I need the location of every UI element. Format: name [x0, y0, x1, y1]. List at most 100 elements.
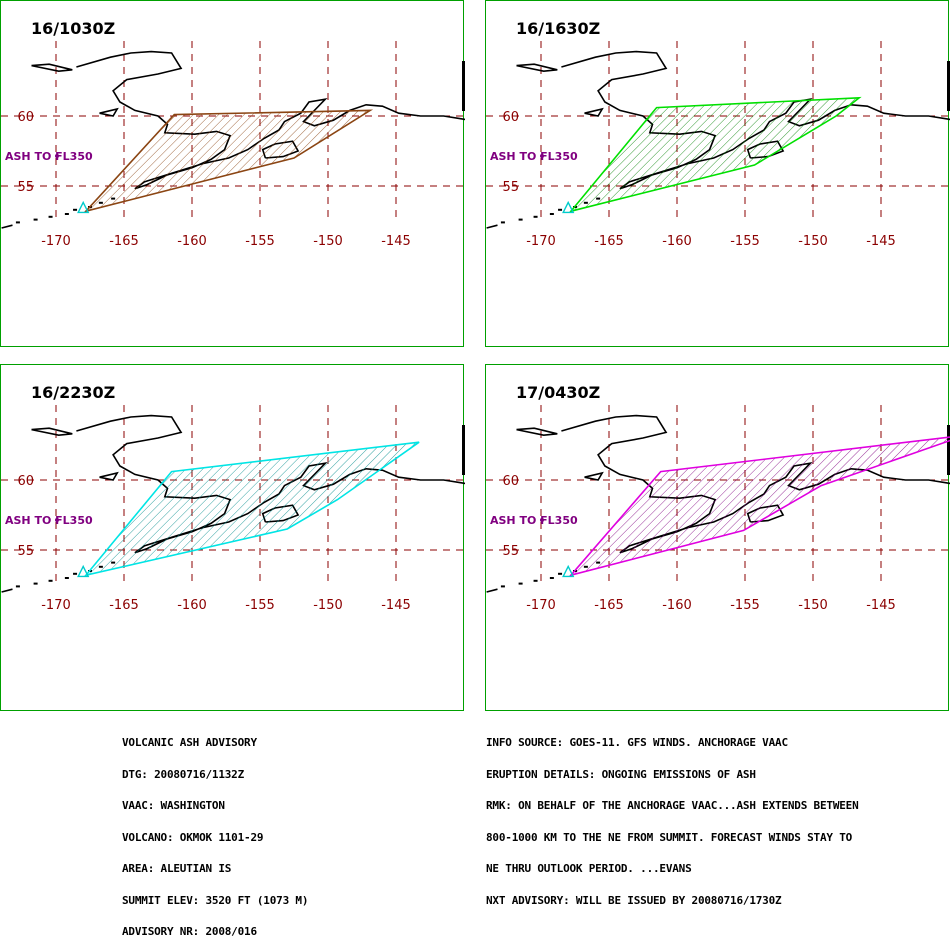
aleutian-island: [48, 579, 53, 582]
advisory-line: VOLCANO: OKMOK 1101-29: [122, 830, 264, 844]
longitude-tick-label: -165: [109, 234, 139, 249]
ash-altitude-label: ASH TO FL350: [490, 150, 578, 163]
coastline: [31, 63, 73, 73]
ash-cloud-polygon: [568, 96, 862, 213]
advisory-line: 800-1000 KM TO THE NE FROM SUMMIT. FOREC…: [486, 830, 853, 844]
ash-altitude-label: ASH TO FL350: [5, 514, 93, 527]
ash-altitude-label: ASH TO FL350: [490, 514, 578, 527]
longitude-tick-label: -170: [41, 598, 71, 613]
longitude-tick-label: -150: [798, 598, 828, 613]
ash-label-dot: [540, 518, 544, 522]
coastline: [1, 224, 13, 229]
aleutian-island: [533, 215, 538, 218]
advisory-line: INFO SOURCE: GOES-11. GFS WINDS. ANCHORA…: [486, 736, 788, 749]
aleutian-island: [73, 572, 78, 575]
aleutian-island: [64, 213, 69, 215]
coastline: [1, 588, 13, 593]
latitude-tick-label: 60: [502, 474, 519, 489]
longitude-tick-label: -165: [109, 598, 139, 613]
map-3: -170 -165 -160 -155 -150 -145 60 55 ASH TO FL350: [1, 405, 465, 613]
longitude-tick-label: -155: [245, 234, 275, 249]
aleutian-island: [33, 218, 38, 221]
aleutian-island: [558, 572, 563, 575]
aleutian-island: [549, 577, 554, 579]
ash-label-dot: [55, 518, 59, 522]
aleutian-island: [15, 221, 20, 224]
longitude-tick-label: -170: [526, 598, 556, 613]
coastline: [99, 471, 119, 481]
advisory-line: VAAC: WASHINGTON: [122, 799, 225, 812]
coastline: [486, 224, 498, 229]
map-2: -170 -165 -160 -155 -150 -145 60 55 ASH TO FL350: [486, 41, 950, 249]
longitude-tick-label: -170: [526, 234, 556, 249]
coastline: [584, 107, 604, 117]
forecast-panel-3: -170 -165 -160 -155 -150 -145 60 55 ASH TO FL350…: [0, 364, 465, 711]
ash-altitude-label: ASH TO FL350: [5, 150, 93, 163]
aleutian-island: [500, 585, 505, 588]
longitude-tick-label: -160: [177, 598, 207, 613]
longitude-tick-label: -170: [41, 234, 71, 249]
latitude-tick-label: 55: [502, 544, 519, 559]
longitude-tick-label: -145: [381, 598, 411, 613]
ash-cloud-polygon: [83, 441, 420, 577]
forecast-panel-1: -170 -165 -160 -155 -150 -145 60 55 ASH TO FL350…: [0, 0, 465, 347]
map-edge-marker: [462, 61, 465, 111]
longitude-tick-label: -145: [866, 234, 896, 249]
advisory-line: NXT ADVISORY: WILL BE ISSUED BY 20080716…: [486, 893, 782, 907]
panel-title: 17/0430Z: [516, 383, 601, 402]
aleutian-island: [64, 577, 69, 579]
aleutian-island: [15, 585, 20, 588]
advisory-header: VOLCANIC ASH ADVISORY DTG: 20080716/1132…: [122, 717, 308, 948]
latitude-tick-label: 55: [17, 544, 34, 559]
latitude-tick-label: 60: [17, 474, 34, 489]
volcano-icon: [562, 564, 575, 578]
latitude-tick-label: 55: [17, 180, 34, 195]
aleutian-island: [33, 582, 38, 585]
advisory-line: RMK: ON BEHALF OF THE ANCHORAGE VAAC...A…: [486, 799, 859, 812]
coastline: [31, 427, 73, 437]
aleutian-island: [533, 579, 538, 582]
map-edge-marker: [947, 61, 950, 111]
advisory-line: AREA: ALEUTIAN IS: [122, 862, 232, 875]
coastline: [516, 427, 558, 437]
aleutian-island: [73, 208, 78, 211]
longitude-tick-label: -155: [730, 234, 760, 249]
coastline: [584, 471, 604, 481]
panel-title: 16/1630Z: [516, 19, 601, 38]
longitude-tick-label: -145: [866, 598, 896, 613]
advisory-line: VOLCANIC ASH ADVISORY: [122, 736, 257, 749]
ash-cloud-polygon: [83, 109, 374, 213]
advisory-line: ADVISORY NR: 2008/016: [122, 925, 257, 938]
ash-cloud-polygon: [568, 436, 950, 577]
latitude-tick-label: 60: [502, 110, 519, 125]
volcano-icon: [562, 200, 575, 214]
map-4: -170 -165 -160 -155 -150 -145 60 55 ASH TO FL350: [486, 405, 950, 613]
aleutian-island: [48, 215, 53, 218]
longitude-tick-label: -150: [313, 234, 343, 249]
map-edge-marker: [462, 425, 465, 475]
coastline: [486, 588, 498, 593]
aleutian-island: [518, 218, 523, 221]
aleutian-island: [549, 213, 554, 215]
aleutian-island: [500, 221, 505, 224]
advisory-details: INFO SOURCE: GOES-11. GFS WINDS. ANCHORA…: [486, 717, 859, 917]
latitude-tick-label: 55: [502, 180, 519, 195]
advisory-line: DTG: 20080716/1132Z: [122, 767, 245, 781]
ash-label-dot: [55, 154, 59, 158]
coastline: [99, 107, 119, 117]
map-1: -170 -165 -160 -155 -150 -145 60 55 ASH TO FL350: [1, 41, 465, 249]
longitude-tick-label: -145: [381, 234, 411, 249]
panel-title: 16/1030Z: [31, 19, 116, 38]
longitude-tick-label: -155: [245, 598, 275, 613]
longitude-tick-label: -150: [798, 234, 828, 249]
aleutian-island: [518, 582, 523, 585]
coastline: [516, 63, 558, 73]
advisory-line: NE THRU OUTLOOK PERIOD. ...EVANS: [486, 862, 692, 875]
advisory-line: ERUPTION DETAILS: ONGOING EMISSIONS OF A…: [486, 767, 756, 781]
longitude-tick-label: -165: [594, 234, 624, 249]
map-edge-marker: [947, 425, 950, 475]
longitude-tick-label: -155: [730, 598, 760, 613]
latitude-tick-label: 60: [17, 110, 34, 125]
longitude-tick-label: -160: [662, 598, 692, 613]
aleutian-island: [558, 208, 563, 211]
